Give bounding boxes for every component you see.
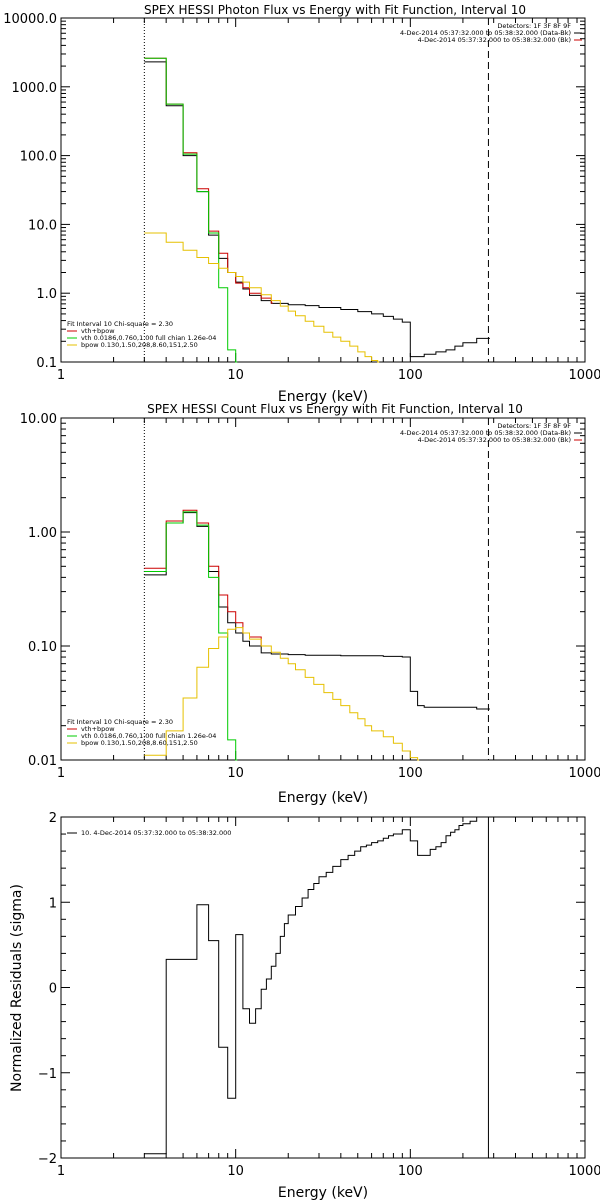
- y-tick-label: 1.00: [28, 526, 57, 541]
- x-tick-label: 1: [57, 766, 65, 781]
- y-tick-label: −2: [38, 1152, 57, 1167]
- data-series: [144, 509, 490, 761]
- x-tick-label: 10: [227, 368, 244, 383]
- y-tick-label: 100.0: [20, 150, 57, 165]
- photon-flux-panel: SPEX HESSI Photon Flux vs Energy with Fi…: [3, 3, 600, 405]
- series-line: [144, 627, 420, 761]
- plot-frame: [60, 417, 586, 761]
- y-tick-label: 0: [49, 982, 57, 997]
- reference-lines: [143, 418, 489, 760]
- x-tick-label: 1000: [568, 1164, 600, 1179]
- x-tick-label: 100: [398, 766, 423, 781]
- info-line: 4-Dec-2014 05:37:32.000 to 05:38:32.000 …: [400, 29, 571, 37]
- x-tick-label: 1000: [568, 766, 600, 781]
- plot-frame: [60, 17, 586, 363]
- info-line: Detectors: 1F 3F 8F 9F: [497, 422, 571, 430]
- y-tick-label: 1.0: [36, 287, 57, 302]
- legend-entry: vth 0.0186,0.760,1.00 full chian 1.26e-0…: [81, 732, 216, 740]
- series-line: [144, 232, 380, 363]
- series-line: [144, 512, 490, 710]
- info-block: Detectors: 1F 3F 8F 9F4-Dec-2014 05:37:3…: [400, 422, 582, 444]
- x-tick-label: 1000: [568, 368, 600, 383]
- info-line: 4-Dec-2014 05:37:32.000 to 05:38:32.000 …: [418, 36, 571, 44]
- chart-title: SPEX HESSI Count Flux vs Energy with Fit…: [147, 402, 523, 416]
- x-tick-label: 10: [227, 1164, 244, 1179]
- x-tick-label: 100: [398, 368, 423, 383]
- x-axis-label: Energy (keV): [278, 790, 368, 806]
- y-tick-label: 2: [49, 811, 57, 826]
- legend-entry: bpow 0.130,1.50,208,8.60,151,2.50: [81, 739, 198, 747]
- series-line: [144, 816, 490, 1155]
- y-tick-label: 0.01: [28, 754, 57, 769]
- x-tick-label: 100: [398, 1164, 423, 1179]
- info-line: 4-Dec-2014 05:37:32.000 to 05:38:32.000 …: [418, 436, 571, 444]
- x-tick-label: 1: [57, 1164, 65, 1179]
- y-tick-label: 10000.0: [3, 12, 57, 27]
- legend: 10. 4-Dec-2014 05:37:32.000 to 05:38:32.…: [67, 829, 231, 837]
- x-tick-label: 1: [57, 368, 65, 383]
- data-series: [144, 57, 490, 363]
- info-block: Detectors: 1F 3F 8F 9F4-Dec-2014 05:37:3…: [400, 22, 582, 44]
- legend-entry: vth 0.0186,0.760,1.00 full chian 1.26e-0…: [81, 334, 216, 342]
- axis-ticks: 1 10 100 1000 0.1 1.0 10.0 100.0 1000.0 10000.0: [3, 12, 600, 383]
- series-line: [144, 511, 238, 761]
- data-series: [144, 816, 490, 1155]
- axis-ticks: 1 10 100 1000 0.01 0.10 1.00 10.00: [20, 412, 600, 781]
- y-tick-label: 10.00: [20, 412, 57, 427]
- y-tick-label: 0.1: [36, 356, 57, 371]
- legend-entry: vth+bpow: [81, 725, 115, 733]
- series-line: [144, 57, 238, 363]
- x-tick-label: 10: [227, 766, 244, 781]
- y-tick-label: 0.10: [28, 640, 57, 655]
- y-tick-label: 1000.0: [12, 81, 58, 96]
- legend-entry: 10. 4-Dec-2014 05:37:32.000 to 05:38:32.…: [81, 829, 231, 837]
- legend: Fit Interval 10 Chi-square = 2.30vth+bpo…: [67, 718, 216, 747]
- legend: Fit Interval 10 Chi-square = 2.30vth+bpo…: [67, 320, 216, 349]
- info-line: Detectors: 1F 3F 8F 9F: [497, 22, 571, 30]
- residuals-panel: Energy (keV) Normalized Residuals (sigma…: [9, 811, 600, 1200]
- legend-header: Fit Interval 10 Chi-square = 2.30: [67, 320, 173, 328]
- reference-lines: [143, 18, 489, 362]
- chart-title: SPEX HESSI Photon Flux vs Energy with Fi…: [144, 3, 526, 17]
- legend-entry: bpow 0.130,1.50,208,8.60,151,2.50: [81, 341, 198, 349]
- x-axis-label: Energy (keV): [278, 389, 368, 405]
- y-tick-label: −1: [38, 1067, 57, 1082]
- y-axis-label: Normalized Residuals (sigma): [9, 884, 25, 1092]
- axis-ticks: 1 10 100 1000 −2 −1 0 1 2: [38, 811, 600, 1179]
- x-axis-label: Energy (keV): [278, 1185, 368, 1200]
- count-flux-panel: SPEX HESSI Count Flux vs Energy with Fit…: [20, 402, 600, 806]
- info-line: 4-Dec-2014 05:37:32.000 to 05:38:32.000 …: [400, 429, 571, 437]
- legend-entry: vth+bpow: [81, 327, 115, 335]
- y-tick-label: 10.0: [28, 218, 57, 233]
- legend-header: Fit Interval 10 Chi-square = 2.30: [67, 718, 173, 726]
- y-tick-label: 1: [49, 896, 57, 911]
